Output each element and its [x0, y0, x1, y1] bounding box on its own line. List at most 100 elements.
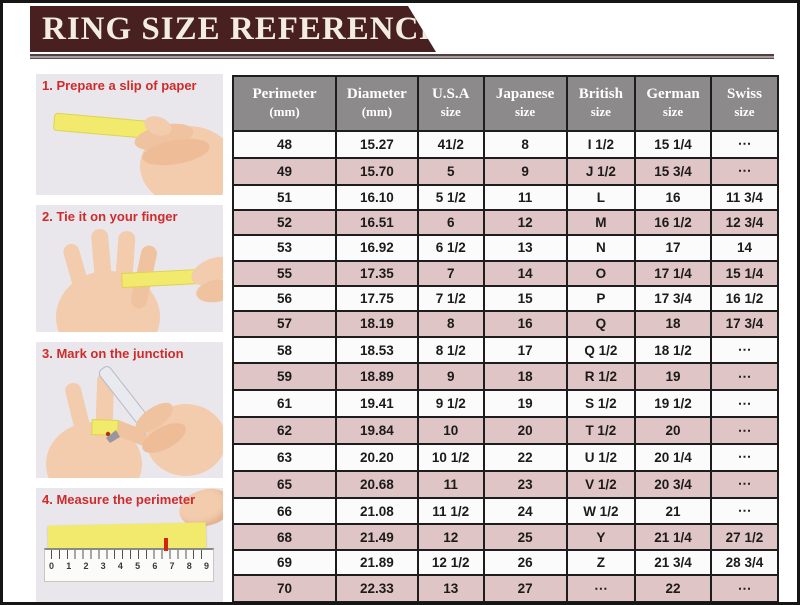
table-cell: 16 [482, 310, 568, 338]
table-cell: 12 [416, 523, 485, 551]
header-british-size: British size [565, 75, 637, 132]
table-cell: 13 [482, 234, 568, 262]
table-row: 52 16.51 6 12 M 16 1/2 12 3/4 [232, 208, 780, 237]
table-cell: 5 1/2 [416, 183, 485, 211]
title-divider [30, 54, 774, 59]
table-cell: 70 [232, 574, 337, 602]
table-cell: U 1/2 [565, 442, 637, 472]
ruler-number: 5 [135, 561, 141, 571]
header-swiss-size: Swiss size [709, 75, 780, 132]
table-cell: 14 [482, 259, 568, 287]
table-cell: 10 1/2 [416, 442, 485, 472]
table-cell: Y [565, 523, 637, 551]
ruler-number: 8 [186, 561, 192, 571]
table-cell: 12 [482, 208, 568, 237]
table-cell: ⋯ [709, 496, 780, 526]
ruler-number: 3 [100, 561, 106, 571]
ring-size-table: Perimeter (mm) Diameter (mm) U.S.A size Jap… [232, 75, 780, 602]
table-cell: T 1/2 [565, 416, 637, 445]
table-cell: 23 [482, 469, 568, 499]
table-cell: 51 [232, 183, 337, 211]
table-cell: 25 [482, 523, 568, 551]
table-cell: 20.20 [335, 442, 419, 472]
step-caption: 1. Prepare a slip of paper [42, 78, 197, 93]
table-cell: 57 [232, 310, 337, 338]
table-cell: 21.89 [335, 548, 419, 577]
table-cell: 11 3/4 [709, 183, 780, 211]
page-title: RING SIZE REFERENCE [42, 10, 443, 47]
title-banner: RING SIZE REFERENCE [30, 6, 436, 52]
table-cell: 6 [416, 208, 485, 237]
step-photo-mark-junction: 3. Mark on the junction [36, 342, 223, 478]
table-cell: 11 1/2 [416, 496, 485, 526]
table-cell: 18 1/2 [634, 335, 712, 365]
table-cell: 21.49 [335, 523, 419, 551]
open-hand-with-strip-icon [56, 229, 223, 332]
header-german-size: German size [634, 75, 712, 132]
table-cell: Z [565, 548, 637, 577]
header-usa-size: U.S.A size [416, 75, 485, 132]
table-cell: 20 [634, 416, 712, 445]
table-cell: 59 [232, 362, 337, 392]
step-caption: 3. Mark on the junction [42, 346, 184, 361]
table-row: 49 15.70 5 9 J 1/2 15 3/4 ⋯ [232, 156, 780, 186]
table-cell: 53 [232, 234, 337, 262]
table-cell: P [565, 284, 637, 313]
table-cell: 20.68 [335, 469, 419, 499]
ruler-number: 2 [83, 561, 89, 571]
table-cell: Q 1/2 [565, 335, 637, 365]
table-cell: 18.53 [335, 335, 419, 365]
table-row: 69 21.89 12 1/2 26 Z 21 3/4 28 3/4 [232, 548, 780, 577]
table-cell: 18.19 [335, 310, 419, 338]
table-cell: 16 1/2 [709, 284, 780, 313]
table-cell: S 1/2 [565, 389, 637, 419]
ruler-number: 0 [49, 561, 55, 571]
table-cell: 28 3/4 [709, 548, 780, 577]
table-cell: 15 3/4 [634, 156, 712, 186]
ruler-number: 6 [152, 561, 158, 571]
table-cell: 11 [416, 469, 485, 499]
table-cell: 7 1/2 [416, 284, 485, 313]
table-row: 56 17.75 7 1/2 15 P 17 3/4 16 1/2 [232, 284, 780, 313]
table-cell: 68 [232, 523, 337, 551]
table-row: 59 18.89 9 18 R 1/2 19 ⋯ [232, 362, 780, 392]
table-cell: 20 [482, 416, 568, 445]
ruler-number: 7 [169, 561, 175, 571]
table-row: 61 19.41 9 1/2 19 S 1/2 19 1/2 ⋯ [232, 389, 780, 419]
table-cell: ⋯ [709, 416, 780, 445]
table-cell: 66 [232, 496, 337, 526]
table-cell: 6 1/2 [416, 234, 485, 262]
table-cell: 61 [232, 389, 337, 419]
table-cell: 27 [482, 574, 568, 602]
table-cell: N [565, 234, 637, 262]
table-cell: 18 [634, 310, 712, 338]
table-row: 63 20.20 10 1/2 22 U 1/2 20 1/4 ⋯ [232, 442, 780, 472]
table-cell: ⋯ [709, 335, 780, 365]
table-cell: O [565, 259, 637, 287]
table-cell: J 1/2 [565, 156, 637, 186]
table-cell: 17.75 [335, 284, 419, 313]
table-cell: 52 [232, 208, 337, 237]
table-cell: 22.33 [335, 574, 419, 602]
table-cell: R 1/2 [565, 362, 637, 392]
table-cell: 5 [416, 156, 485, 186]
table-cell: 15 [482, 284, 568, 313]
table-cell: ⋯ [709, 156, 780, 186]
table-cell: 21.08 [335, 496, 419, 526]
table-row: 48 15.27 41/2 8 I 1/2 15 1/4 ⋯ [232, 130, 780, 159]
table-cell: 20 3/4 [634, 469, 712, 499]
table-cell: 24 [482, 496, 568, 526]
table-cell: 20 1/4 [634, 442, 712, 472]
size-table-body: 48 15.27 41/2 8 I 1/2 15 1/4 ⋯ 49 15.70 5 9 J 1/2 15… [232, 130, 780, 602]
table-cell: M [565, 208, 637, 237]
table-cell: V 1/2 [565, 469, 637, 499]
table-cell: ⋯ [709, 574, 780, 602]
table-row: 66 21.08 11 1/2 24 W 1/2 21 ⋯ [232, 496, 780, 526]
table-cell: 16 1/2 [634, 208, 712, 237]
table-cell: 19.84 [335, 416, 419, 445]
table-cell: 15.27 [335, 130, 419, 159]
table-cell: 7 [416, 259, 485, 287]
table-cell: 8 [482, 130, 568, 159]
header-perimeter: Perimeter (mm) [232, 75, 337, 132]
